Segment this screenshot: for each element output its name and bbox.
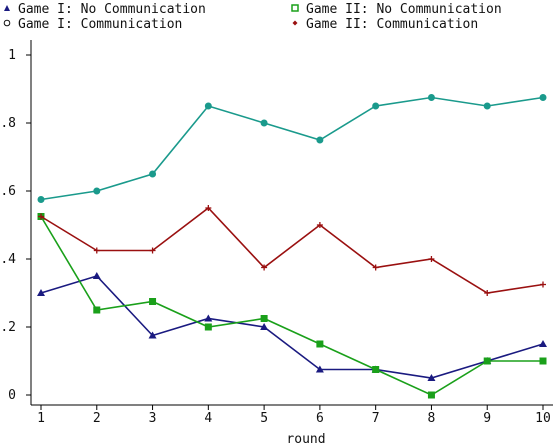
data-point [149,247,156,254]
data-point [149,170,157,178]
series-line [40,206,544,294]
data-point [204,323,212,331]
data-point [149,298,157,305]
series-line [40,216,543,396]
x-tick-label: 8 [428,411,436,426]
data-point [316,340,324,348]
y-tick-label: .2 [0,320,16,335]
data-point [260,119,268,127]
series-line [40,96,544,201]
series-1 [37,213,547,399]
series-line [40,275,544,379]
y-tick-label: .4 [0,252,16,267]
data-point [260,315,268,322]
legend: Game I: No Communication Game II: No Comm… [3,2,502,32]
data-point [372,264,379,271]
x-tick-label: 9 [483,411,491,426]
legend-label: Game II: Communication [306,17,478,32]
legend-label: Game I: No Communication [18,2,206,17]
y-tick-label: 1 [8,48,16,63]
data-point [205,205,212,211]
x-tick-label: 5 [260,411,268,426]
data-point [372,366,380,373]
legend-triangle-icon [4,5,10,11]
data-point [93,306,101,314]
x-axis-title: round [286,432,325,447]
legend-item: Game I: No Communication [4,2,206,17]
axes: 0 .2 .4 .6 .8 1 1 2 3 4 5 6 7 8 9 10 [0,40,553,426]
data-point [539,94,547,101]
data-point [260,323,269,330]
series-0 [37,272,547,381]
series-layer [37,94,547,399]
data-point [204,102,212,110]
y-tick-label: .8 [0,116,16,131]
data-point [428,256,435,262]
data-point [37,196,45,203]
y-tick-label: .6 [0,184,16,199]
x-tick-label: 4 [204,411,212,426]
x-tick-label: 6 [316,411,324,426]
x-tick-label: 2 [93,411,101,426]
legend-square-icon [291,4,299,12]
legend-diamond-icon [292,20,298,26]
data-point [427,391,435,399]
data-point [93,187,101,195]
data-point [539,340,547,347]
data-point [148,331,157,339]
x-tick-label: 1 [37,411,45,426]
data-point [427,374,436,381]
legend-item: Game II: Communication [292,17,478,32]
x-tick-label: 10 [535,411,551,426]
legend-item: Game I: Communication [3,17,182,32]
data-point [38,213,44,220]
legend-circle-icon [3,19,11,27]
data-point [539,357,547,365]
series-3 [38,205,546,296]
data-point [316,136,324,144]
data-point [93,247,100,254]
data-point [483,357,491,365]
data-point [316,222,323,228]
legend-label: Game I: Communication [18,17,182,32]
data-point [204,314,213,322]
x-tick-label: 3 [149,411,157,426]
legend-label: Game II: No Communication [306,2,502,17]
y-tick-label: 0 [8,388,16,403]
series-2 [37,94,547,203]
data-point [315,365,324,373]
data-point [483,102,491,110]
legend-item: Game II: No Communication [291,2,502,17]
data-point [261,264,268,271]
data-point [427,94,435,101]
data-point [540,281,546,288]
x-tick-label: 7 [372,411,380,426]
data-point [484,290,491,296]
data-point [92,272,101,279]
data-point [372,102,380,110]
data-point [37,289,45,296]
